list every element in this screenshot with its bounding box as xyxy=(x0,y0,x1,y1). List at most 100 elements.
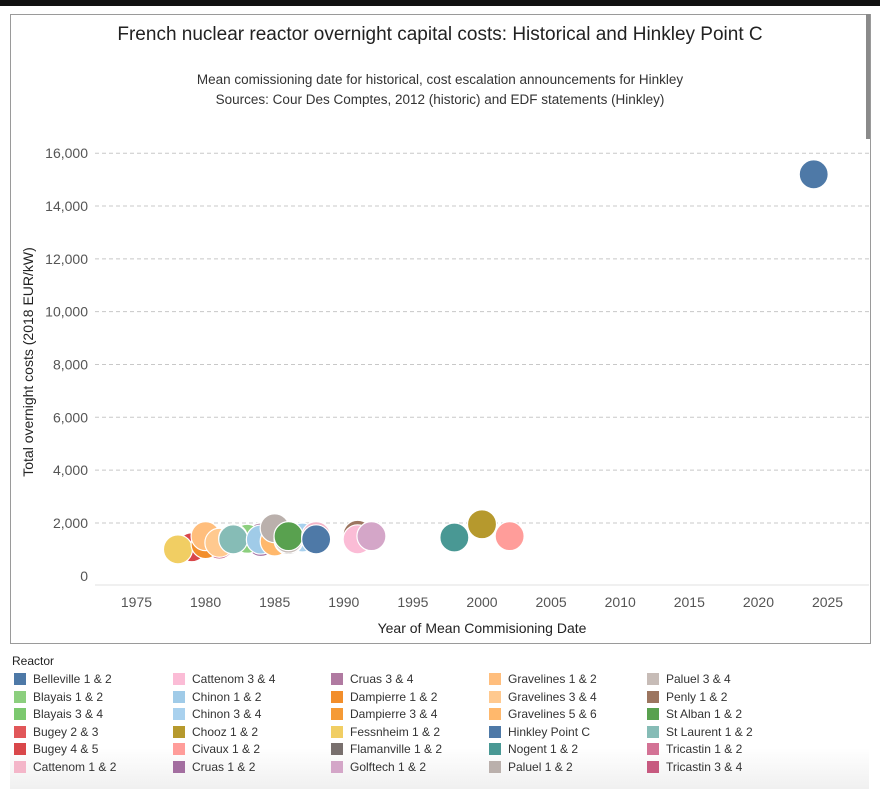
y-tick-label: 14,000 xyxy=(45,198,88,214)
legend-swatch xyxy=(331,673,343,685)
legend-item[interactable]: Tricastin 1 & 2 xyxy=(647,742,742,756)
legend-item[interactable]: St Laurent 1 & 2 xyxy=(647,725,753,739)
legend-label: Flamanville 1 & 2 xyxy=(350,742,443,756)
chart-title: French nuclear reactor overnight capital… xyxy=(117,24,763,45)
legend-label: Civaux 1 & 2 xyxy=(192,742,261,756)
legend-item[interactable]: Civaux 1 & 2 xyxy=(173,742,260,756)
y-tick-label: 6,000 xyxy=(53,409,88,425)
scatter-plot: 0 2,000 4,000 6,000 8,000 10,000 12,000 14,000 1… xyxy=(20,145,869,636)
legend-label: Golftech 1 & 2 xyxy=(350,759,427,774)
legend-label: Gravelines 1 & 2 xyxy=(508,672,597,686)
legend-swatch xyxy=(14,690,26,703)
legend-label: Tricastin 1 & 2 xyxy=(666,742,743,756)
legend-label: Chinon 1 & 2 xyxy=(192,689,262,704)
legend-swatch xyxy=(489,760,501,773)
y-tick-label: 12,000 xyxy=(45,251,88,267)
y-tick-label: 4,000 xyxy=(53,462,88,478)
data-point xyxy=(301,524,332,555)
chart-subtitle-line-2: Sources: Cour Des Comptes, 2012 (histori… xyxy=(215,92,665,107)
legend-label: Chooz 1 & 2 xyxy=(192,724,259,739)
legend-item[interactable]: Tricastin 3 & 4 xyxy=(647,760,742,774)
x-tick-label: 1995 xyxy=(397,594,428,610)
legend-swatch xyxy=(14,673,26,685)
x-tick-label: 2000 xyxy=(466,594,497,610)
y-tick-label: 8,000 xyxy=(53,356,88,372)
legend-label: St Alban 1 & 2 xyxy=(666,707,743,721)
legend-swatch xyxy=(331,743,343,755)
legend-item[interactable]: Paluel 3 & 4 xyxy=(647,672,731,686)
legend-swatch xyxy=(647,725,659,738)
legend-item[interactable]: Blayais 3 & 4 xyxy=(14,707,103,721)
legend-item[interactable]: Dampierre 1 & 2 xyxy=(331,690,437,704)
legend-item[interactable]: Golftech 1 & 2 xyxy=(331,760,426,774)
legend-swatch xyxy=(14,760,26,773)
legend-swatch xyxy=(331,690,343,703)
x-tick-label: 2020 xyxy=(743,594,774,610)
legend-swatch xyxy=(331,708,343,720)
legend-swatch xyxy=(331,760,343,773)
legend-item[interactable]: Hinkley Point C xyxy=(489,725,590,739)
legend-swatch xyxy=(173,743,185,755)
legend-item[interactable]: Blayais 1 & 2 xyxy=(14,690,103,704)
legend-item[interactable]: Bugey 4 & 5 xyxy=(14,742,98,756)
legend-swatch xyxy=(331,725,343,738)
legend-label: Tricastin 3 & 4 xyxy=(666,759,743,774)
data-point xyxy=(466,509,498,540)
legend: Reactor Belleville 1 & 2 Blayais 1 & 2 Bla… xyxy=(10,652,869,789)
y-tick-label: 0 xyxy=(80,568,88,584)
legend-item[interactable]: St Alban 1 & 2 xyxy=(647,707,742,721)
top-bar xyxy=(0,0,880,6)
legend-item[interactable]: Cruas 1 & 2 xyxy=(173,760,255,774)
y-axis-title: Total overnight costs (2018 EUR/kW) xyxy=(20,247,36,477)
legend-swatch xyxy=(14,708,26,720)
legend-item[interactable]: Chinon 3 & 4 xyxy=(173,707,261,721)
legend-label: Bugey 4 & 5 xyxy=(33,742,99,756)
legend-item[interactable]: Gravelines 5 & 6 xyxy=(489,707,597,721)
data-point xyxy=(439,522,470,553)
legend-item[interactable]: Penly 1 & 2 xyxy=(647,690,727,704)
legend-swatch xyxy=(647,743,659,755)
data-point xyxy=(273,521,304,552)
legend-item[interactable]: Cattenom 3 & 4 xyxy=(173,672,275,686)
legend-swatch xyxy=(489,673,501,685)
legend-label: Gravelines 5 & 6 xyxy=(508,707,597,721)
legend-item[interactable]: Belleville 1 & 2 xyxy=(14,672,112,686)
legend-label: Chinon 3 & 4 xyxy=(192,707,262,721)
legend-item[interactable]: Flamanville 1 & 2 xyxy=(331,742,442,756)
data-point xyxy=(218,524,249,555)
legend-item[interactable]: Bugey 2 & 3 xyxy=(14,725,98,739)
legend-swatch xyxy=(173,673,185,685)
x-tick-label: 2005 xyxy=(536,594,567,610)
legend-item[interactable]: Nogent 1 & 2 xyxy=(489,742,578,756)
x-tick-label: 1980 xyxy=(190,594,221,610)
legend-swatch xyxy=(173,690,185,703)
legend-item[interactable]: Fessnheim 1 & 2 xyxy=(331,725,440,739)
x-axis-title: Year of Mean Commisioning Date xyxy=(378,620,587,636)
legend-label: St Laurent 1 & 2 xyxy=(666,724,753,739)
legend-item[interactable]: Cruas 3 & 4 xyxy=(331,672,413,686)
data-point xyxy=(356,521,387,552)
chart-subtitle-line-1: Mean comissioning date for historical, c… xyxy=(196,72,684,87)
legend-swatch xyxy=(173,725,185,738)
legend-label: Cruas 1 & 2 xyxy=(192,759,256,774)
legend-label: Gravelines 3 & 4 xyxy=(508,689,597,704)
legend-item[interactable]: Paluel 1 & 2 xyxy=(489,760,573,774)
legend-item[interactable]: Gravelines 1 & 2 xyxy=(489,672,597,686)
legend-item[interactable]: Dampierre 3 & 4 xyxy=(331,707,437,721)
legend-label: Paluel 1 & 2 xyxy=(508,759,573,774)
legend-label: Fessnheim 1 & 2 xyxy=(350,724,441,739)
legend-swatch xyxy=(14,725,26,738)
vertical-scrollbar[interactable] xyxy=(866,14,870,139)
legend-swatch xyxy=(647,760,659,773)
legend-item[interactable]: Chinon 1 & 2 xyxy=(173,690,261,704)
legend-item[interactable]: Gravelines 3 & 4 xyxy=(489,690,597,704)
legend-label: Penly 1 & 2 xyxy=(666,689,728,704)
x-tick-label: 1985 xyxy=(259,594,290,610)
y-tick-label: 16,000 xyxy=(45,145,88,161)
legend-item[interactable]: Chooz 1 & 2 xyxy=(173,725,258,739)
legend-swatch xyxy=(489,725,501,738)
x-tick-label: 2025 xyxy=(812,594,843,610)
legend-label: Belleville 1 & 2 xyxy=(33,672,112,686)
legend-label: Blayais 1 & 2 xyxy=(33,689,104,704)
legend-item[interactable]: Cattenom 1 & 2 xyxy=(14,760,116,774)
